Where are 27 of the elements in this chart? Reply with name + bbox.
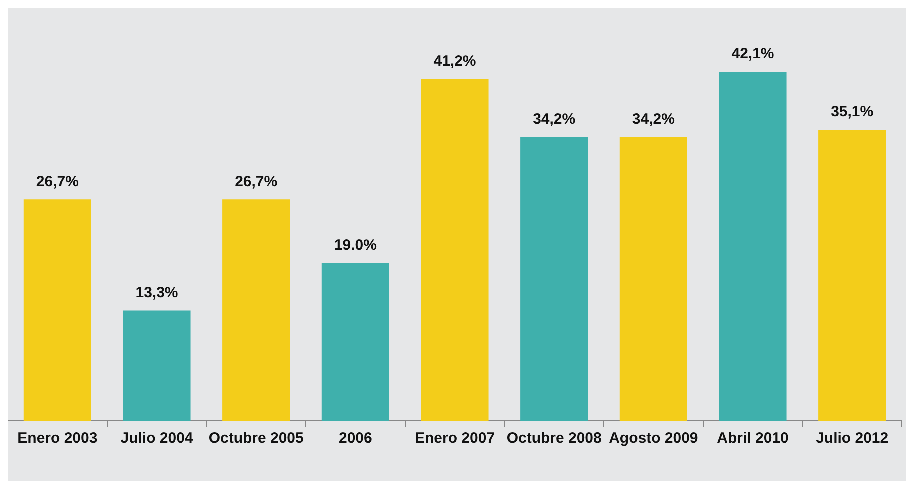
bar [322, 264, 390, 421]
x-tick-label: Octubre 2008 [506, 430, 602, 448]
x-tick-label: Julio 2012 [816, 430, 889, 448]
data-label: 41,2% [434, 53, 476, 70]
bar [520, 138, 588, 421]
data-label: 42,1% [732, 46, 774, 63]
data-label: 35,1% [831, 104, 874, 121]
x-tick-label: 2006 [338, 430, 372, 448]
bar [421, 80, 489, 421]
data-label: 13,3% [136, 284, 178, 302]
x-tick-label: Julio 2004 [120, 430, 194, 448]
data-label: 26,7% [235, 173, 278, 190]
bar [818, 130, 886, 421]
bar [620, 138, 688, 421]
data-label: 34,2% [632, 111, 675, 128]
x-tick-label: Enero 2003 [18, 430, 98, 448]
data-label: 19.0% [334, 237, 377, 254]
data-label: 26,7% [36, 173, 79, 190]
bar [24, 200, 92, 421]
x-tick-label: Enero 2007 [414, 430, 496, 448]
bar [719, 72, 787, 421]
x-tick-label: Octubre 2005 [208, 430, 304, 448]
bar [123, 310, 191, 421]
x-tick-label: Abril 2010 [717, 430, 789, 448]
x-tick-label: Agosto 2009 [609, 430, 698, 448]
bar [222, 200, 290, 421]
data-label: 34,2% [533, 111, 576, 128]
